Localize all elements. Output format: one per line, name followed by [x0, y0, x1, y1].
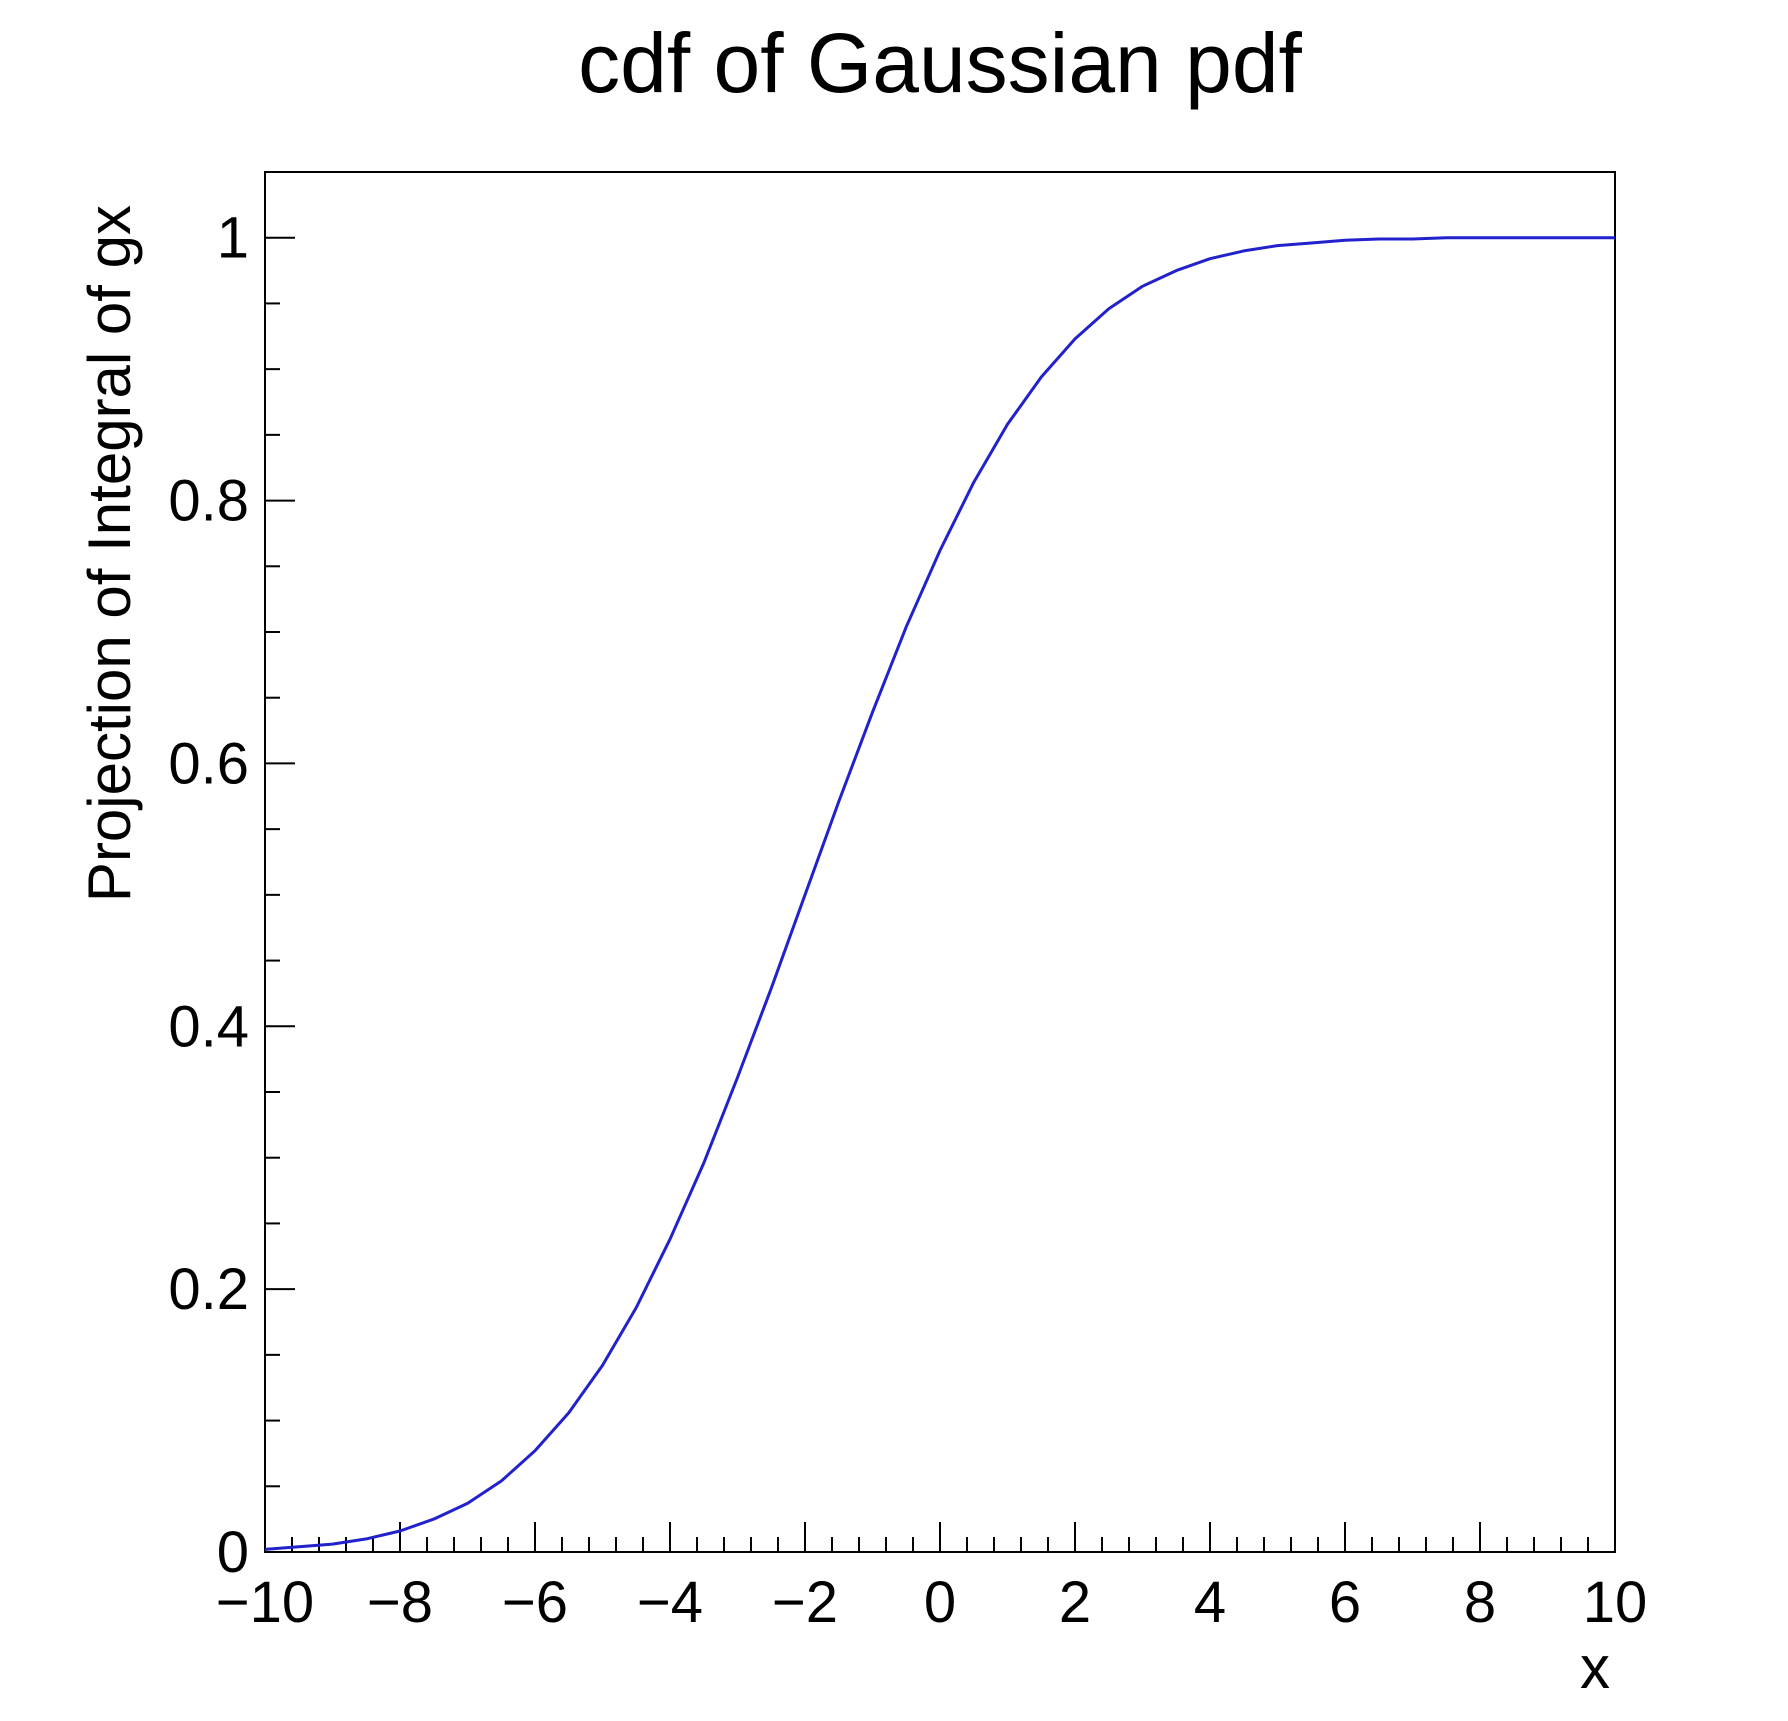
y-axis-ticks [265, 236, 295, 1553]
y-axis-title: Projection of Integral of gx [76, 205, 143, 902]
y-tick-label: 0.2 [168, 1257, 249, 1322]
x-tick-label: −4 [637, 1570, 703, 1635]
x-tick-label: −10 [216, 1570, 314, 1635]
x-tick-label: 0 [924, 1570, 956, 1635]
x-tick-label: 8 [1464, 1570, 1496, 1635]
chart-title: cdf of Gaussian pdf [578, 16, 1302, 110]
y-tick-label: 0.6 [168, 731, 249, 796]
x-axis-title: x [1580, 1634, 1610, 1701]
plot-frame [264, 171, 1616, 1553]
y-tick-label: 0.4 [168, 994, 249, 1059]
y-axis-tick-labels: 0 0.2 0.4 0.6 0.8 1 [168, 206, 249, 1585]
x-tick-label: 2 [1059, 1570, 1091, 1635]
cdf-curve [264, 236, 1615, 1551]
y-tick-label: 1 [217, 206, 249, 271]
x-tick-label: −8 [367, 1570, 433, 1635]
x-axis-ticks [264, 1522, 1616, 1552]
x-tick-label: 10 [1583, 1570, 1648, 1635]
x-tick-label: 4 [1194, 1570, 1226, 1635]
x-axis-tick-labels: −10 −8 −6 −4 −2 0 2 4 6 8 10 [216, 1570, 1647, 1635]
y-tick-label: 0 [217, 1520, 249, 1585]
x-tick-label: −6 [502, 1570, 568, 1635]
x-tick-label: 6 [1329, 1570, 1361, 1635]
x-tick-label: −2 [772, 1570, 838, 1635]
y-tick-label: 0.8 [168, 469, 249, 534]
